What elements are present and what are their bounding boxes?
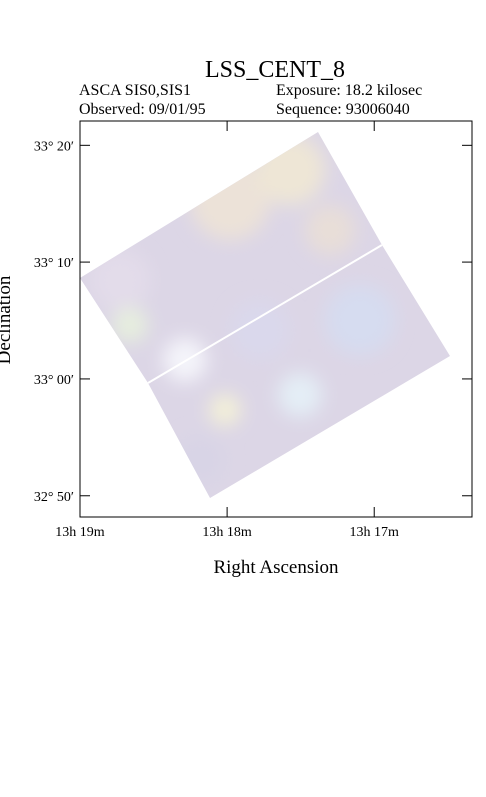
sky-image <box>80 132 450 498</box>
exposure: Exposure: 18.2 kilosec <box>276 82 422 99</box>
y-tick-label: 33° 00′ <box>34 373 74 388</box>
observed-date: Observed: 09/01/95 <box>79 101 206 118</box>
y-tick-label: 33° 10′ <box>34 256 74 271</box>
x-tick-label: 13h 17m <box>350 525 400 540</box>
x-tick-label: 13h 19m <box>55 525 105 540</box>
y-tick-label: 32° 50′ <box>34 490 74 505</box>
y-tick-label: 33° 20′ <box>34 139 74 154</box>
plot-frame <box>79 120 473 518</box>
x-axis-label: Right Ascension <box>213 557 339 578</box>
y-axis-label: Declination <box>0 275 15 364</box>
instrument: ASCA SIS0,SIS1 <box>79 82 191 99</box>
chart-title: LSS_CENT_8 <box>205 57 345 83</box>
x-tick-label: 13h 18m <box>202 525 252 540</box>
sequence: Sequence: 93006040 <box>276 101 410 118</box>
